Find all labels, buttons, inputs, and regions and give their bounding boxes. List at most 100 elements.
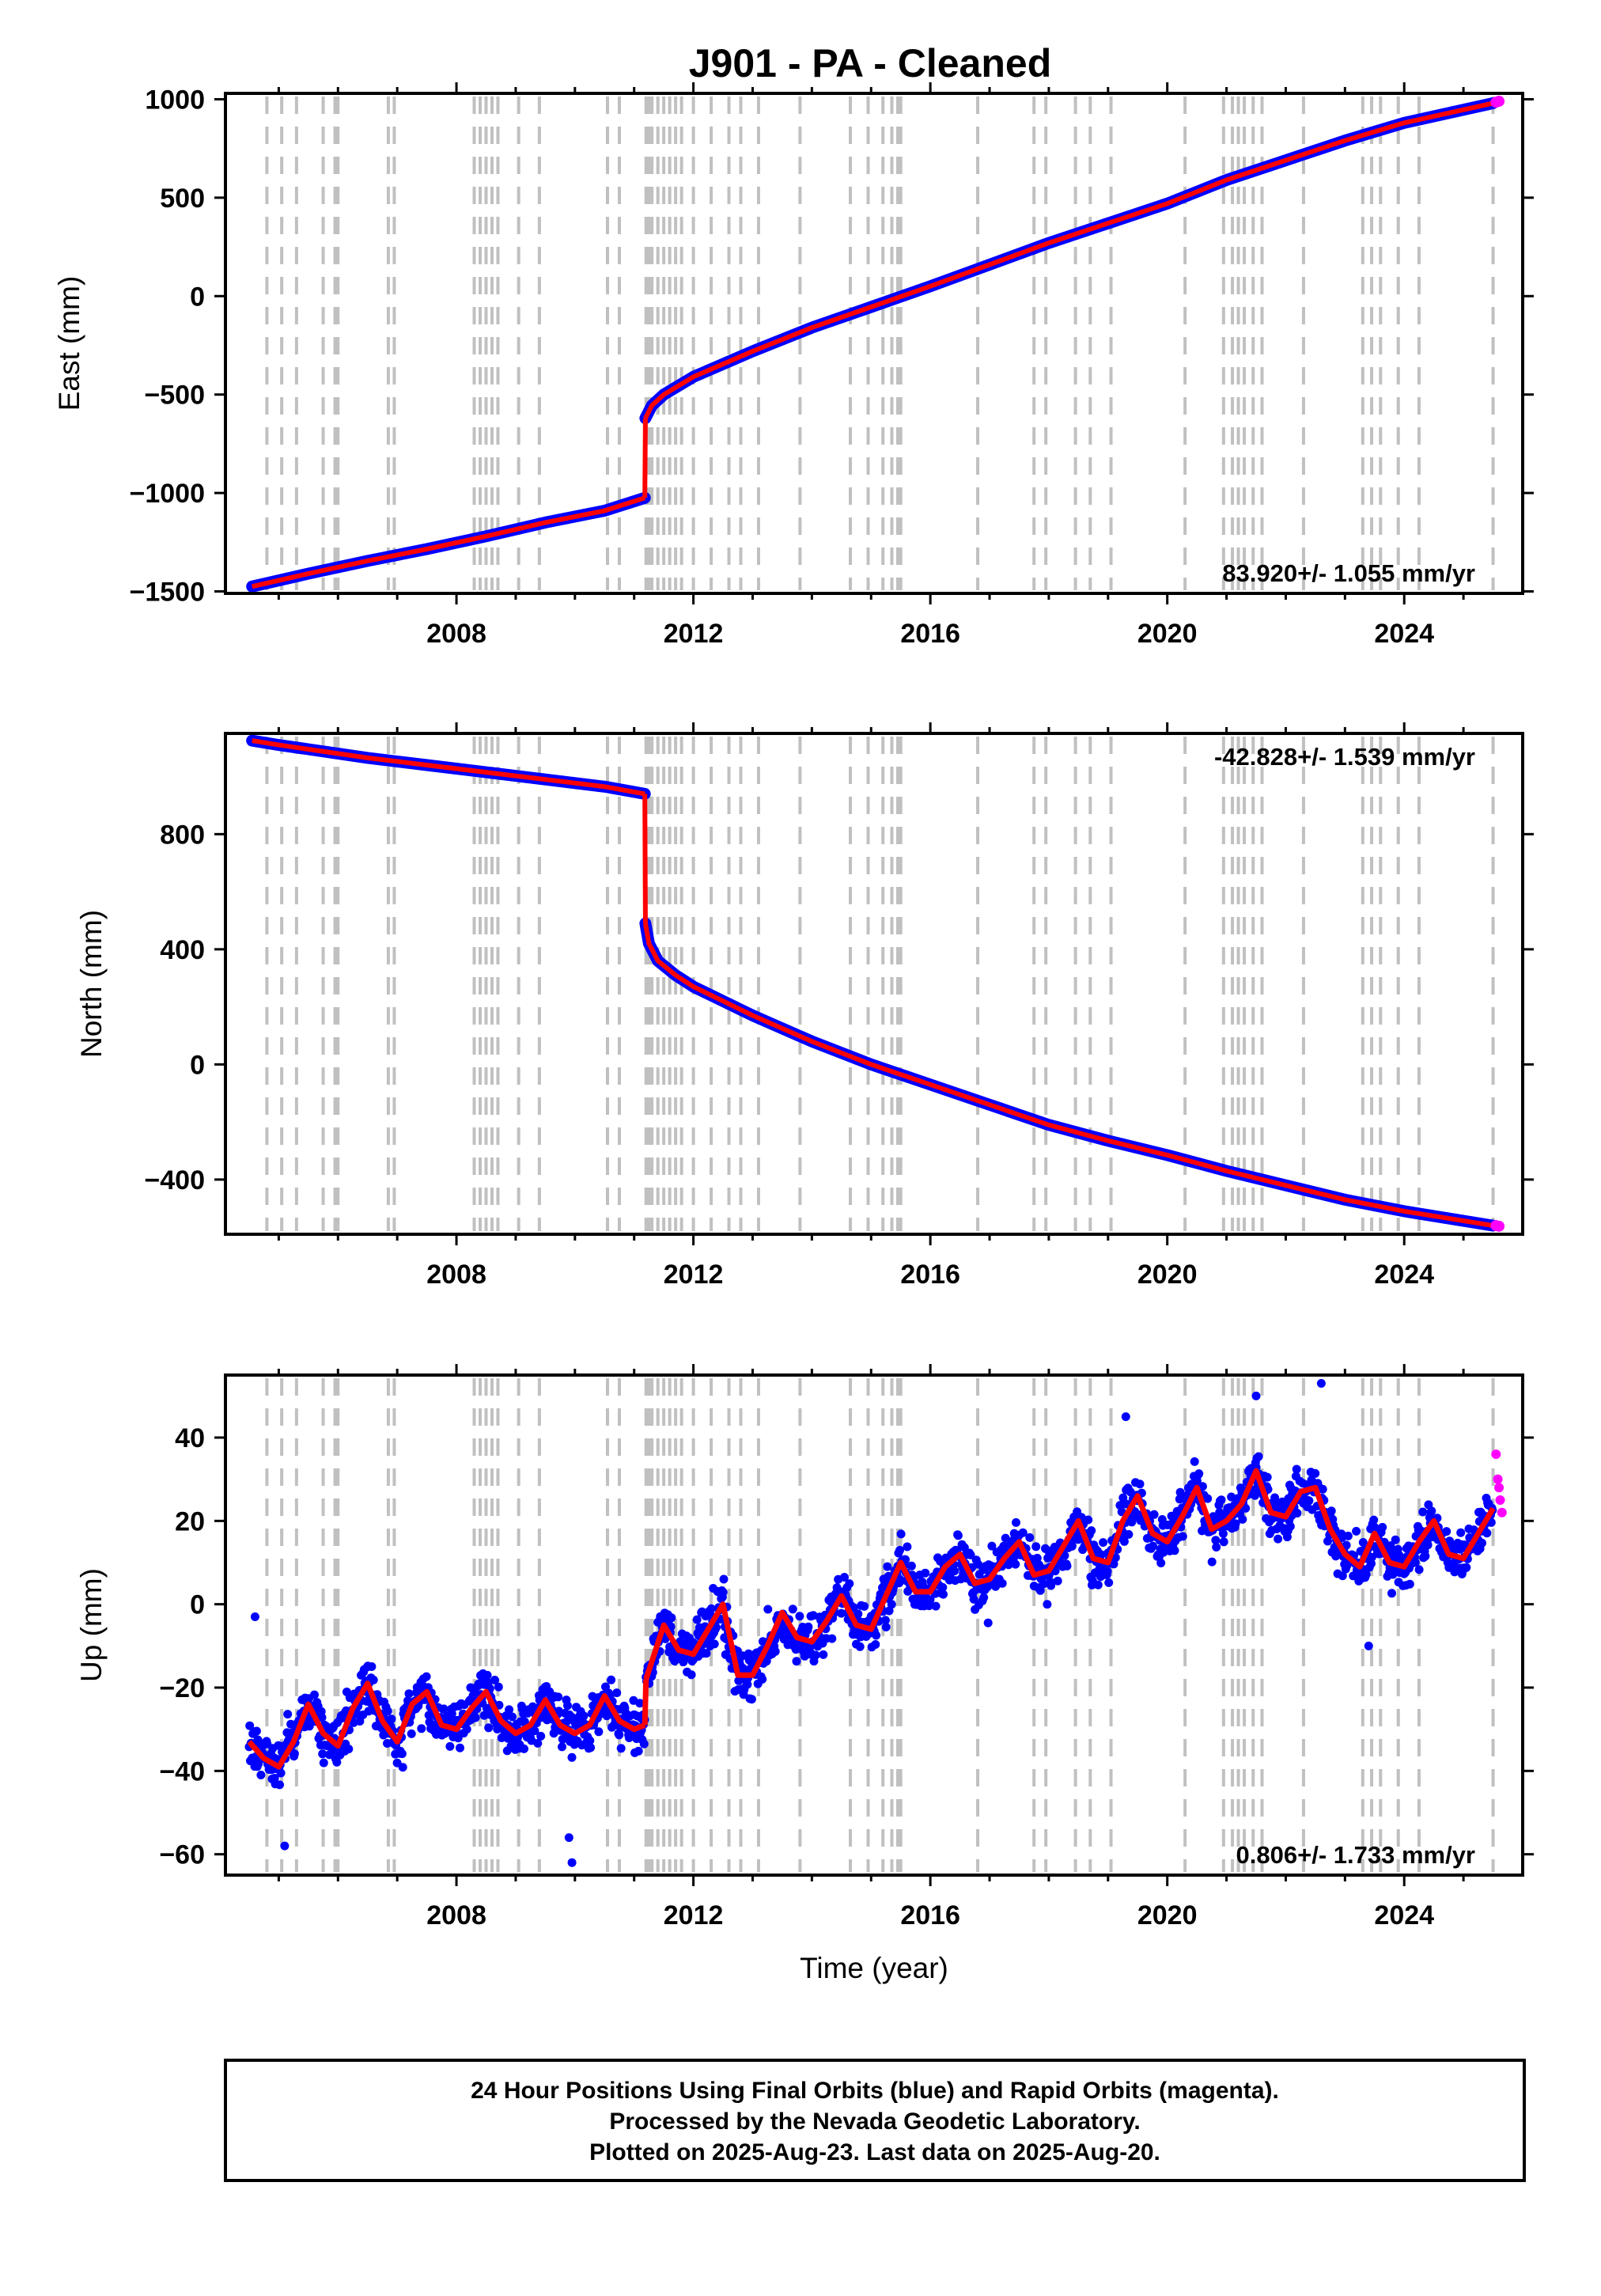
final-point (1342, 1540, 1351, 1550)
final-point (1343, 1531, 1353, 1540)
final-point (1405, 1579, 1414, 1589)
final-point (1053, 1576, 1062, 1586)
y-tick-label: 0 (190, 1050, 205, 1080)
final-point (1149, 1510, 1159, 1519)
final-point (853, 1609, 863, 1619)
final-point (1318, 1484, 1327, 1494)
velocity-rate-label: 83.920+/- 1.055 mm/yr (1222, 559, 1475, 587)
final-point (558, 1742, 566, 1752)
final-point (1031, 1542, 1041, 1552)
final-point (508, 1712, 517, 1722)
final-point (520, 1744, 528, 1753)
final-point (1149, 1541, 1157, 1551)
final-point (872, 1631, 881, 1640)
plot-area (246, 734, 1505, 1232)
y-tick-label: −1500 (130, 578, 206, 608)
final-point (1211, 1536, 1221, 1545)
final-point (966, 1550, 975, 1559)
final-point (1456, 1528, 1466, 1537)
final-point (1011, 1559, 1020, 1569)
final-point (1378, 1522, 1387, 1532)
final-point (987, 1541, 997, 1551)
final-point (1304, 1496, 1314, 1506)
final-point (687, 1670, 696, 1680)
final-point (837, 1608, 846, 1618)
final-point (554, 1692, 563, 1702)
final-point (445, 1741, 455, 1751)
final-point (639, 1739, 649, 1749)
final-point (1391, 1535, 1400, 1544)
final-point (1103, 1567, 1112, 1576)
final-point (1062, 1561, 1072, 1570)
trend-line (642, 923, 1494, 1229)
y-tick-label: −400 (144, 1165, 205, 1195)
y-tick-label: −40 (159, 1756, 205, 1786)
final-point (471, 1713, 480, 1722)
final-point (758, 1675, 767, 1684)
x-tick-label: 2012 (664, 619, 724, 649)
trend-line (252, 495, 646, 589)
final-point (275, 1780, 284, 1790)
final-point (564, 1833, 573, 1843)
final-point (1119, 1536, 1129, 1546)
final-point (344, 1745, 354, 1754)
final-point (921, 1568, 930, 1578)
footer-line-1: 24 Hour Positions Using Final Orbits (bl… (471, 2078, 1279, 2104)
final-point (252, 1726, 261, 1736)
x-tick-label: 2008 (426, 619, 486, 649)
final-point (1427, 1506, 1436, 1516)
final-point (819, 1650, 828, 1659)
rapid-point (1493, 1220, 1505, 1232)
final-point (1012, 1517, 1020, 1527)
y-axis-label: North (mm) (75, 910, 108, 1058)
final-point (383, 1739, 392, 1748)
final-point (1352, 1526, 1361, 1536)
final-point (1387, 1589, 1396, 1598)
final-point (804, 1622, 813, 1631)
trend-line (643, 1468, 1496, 1680)
y-tick-label: −1000 (130, 479, 206, 509)
final-point (387, 1714, 396, 1724)
x-tick-label: 2020 (1137, 1260, 1198, 1290)
final-point (860, 1601, 869, 1611)
final-point (1099, 1538, 1108, 1548)
final-point (1292, 1464, 1301, 1474)
final-point (483, 1670, 492, 1680)
final-point (1217, 1495, 1226, 1505)
final-point (895, 1545, 904, 1555)
final-point (959, 1543, 969, 1552)
x-tick-label: 2024 (1374, 1900, 1434, 1930)
y-tick-label: 500 (160, 184, 205, 214)
final-point (1198, 1482, 1207, 1491)
final-point (563, 1701, 572, 1711)
final-point (1369, 1515, 1379, 1525)
x-tick-label: 2008 (426, 1260, 486, 1290)
final-point (1135, 1480, 1145, 1489)
velocity-rate-label: -42.828+/- 1.539 mm/yr (1214, 743, 1475, 771)
final-point (283, 1710, 293, 1719)
chart-title: J901 - PA - Cleaned (689, 41, 1052, 85)
final-point (702, 1649, 711, 1658)
panel-east: 2008 2012 2016 2020 2024 −1500 −1000 −500 0 500 10… (53, 82, 1534, 649)
final-point (931, 1601, 941, 1611)
y-axis-label: East (mm) (53, 276, 85, 411)
final-point (1194, 1469, 1204, 1479)
final-point (795, 1612, 804, 1621)
final-point (1342, 1561, 1352, 1570)
final-point (276, 1768, 286, 1778)
final-point (1025, 1533, 1035, 1542)
final-point (1047, 1581, 1056, 1590)
final-point (1238, 1514, 1247, 1524)
final-point (969, 1594, 978, 1604)
final-point (1121, 1412, 1130, 1422)
y-tick-label: 20 (175, 1506, 205, 1536)
x-tick-label: 2016 (900, 1260, 960, 1290)
final-point (1207, 1557, 1217, 1567)
final-point (1093, 1580, 1103, 1589)
final-point (883, 1562, 892, 1571)
y-tick-label: 40 (175, 1423, 205, 1453)
final-point (983, 1618, 993, 1627)
x-tick-label: 2008 (426, 1900, 486, 1930)
x-tick-label: 2012 (664, 1260, 724, 1290)
final-point (1423, 1540, 1433, 1550)
